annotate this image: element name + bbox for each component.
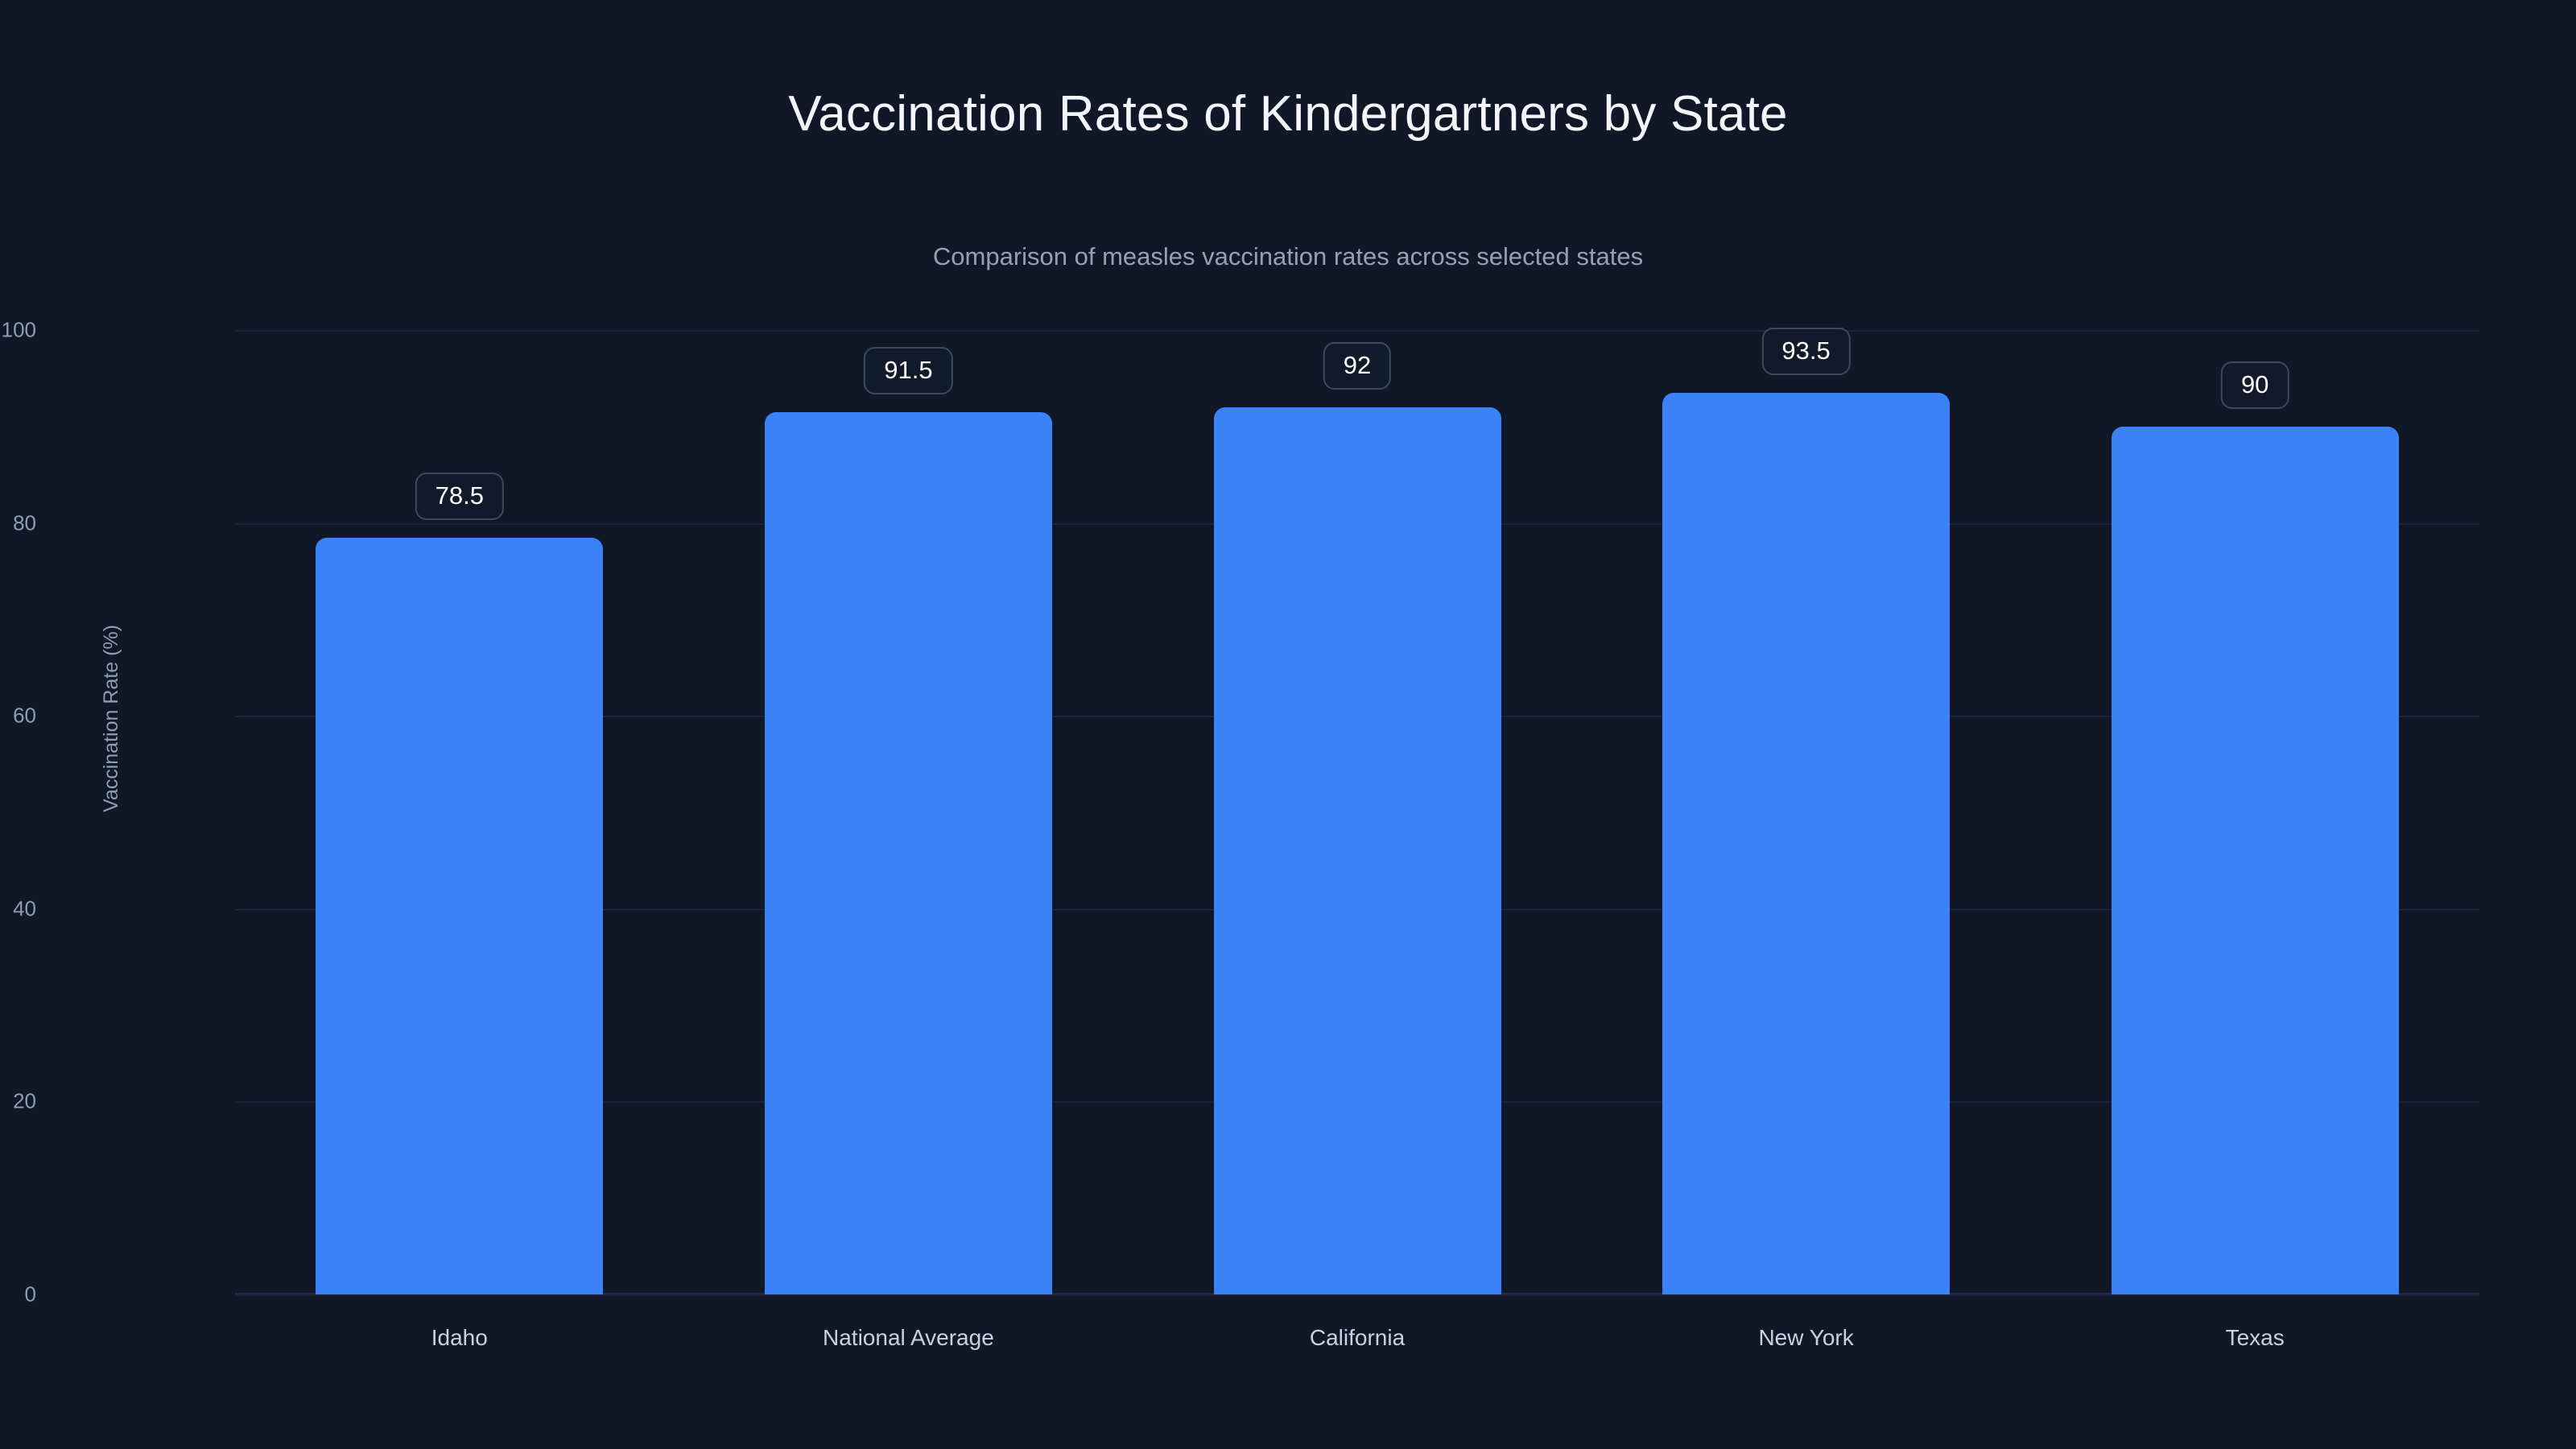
x-axis-tick-label: National Average [823,1325,994,1350]
chart-subtitle: Comparison of measles vaccination rates … [932,242,1644,270]
bar-value-label: 91.5 [864,346,953,394]
y-axis-tick-label: 20 [13,1088,36,1113]
bar[interactable] [316,537,604,1294]
bar-value-label: 78.5 [415,472,504,520]
y-axis-tick-label: 0 [24,1282,36,1307]
y-axis-tick-label: 80 [13,510,36,535]
chart-title: Vaccination Rates of Kindergartners by S… [788,86,1788,142]
x-axis-tick-label: Idaho [431,1325,488,1350]
gridline [235,1294,2479,1296]
bar-value-label: 93.5 [1761,327,1851,375]
y-axis-tick-label: 100 [1,317,36,342]
bar[interactable] [1213,407,1501,1294]
y-axis-tick-label: 60 [13,703,36,728]
bar[interactable] [764,411,1052,1294]
x-axis-tick-label: New York [1758,1325,1854,1350]
y-axis-title: Vaccination Rate (%) [100,625,122,812]
bar[interactable] [1662,392,1951,1294]
bar-value-label: 90 [2220,361,2289,409]
bar-value-label: 92 [1323,341,1392,390]
x-axis-tick-label: Texas [2225,1325,2285,1350]
y-axis-tick-label: 40 [13,896,36,921]
x-axis-tick-label: California [1309,1325,1406,1350]
plot-area [235,330,2479,1296]
gridline [235,330,2479,332]
bar[interactable] [2111,426,2399,1294]
